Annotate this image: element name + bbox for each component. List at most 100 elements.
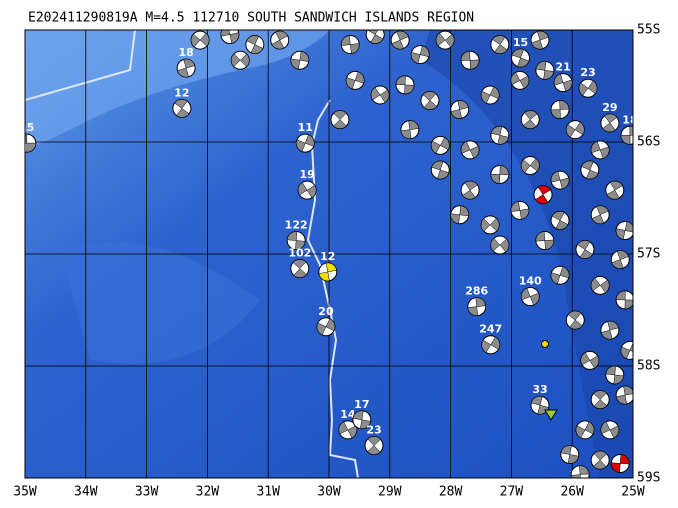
mechanism-lobe — [190, 33, 201, 48]
focal-mechanism — [435, 30, 455, 50]
focal-mechanism — [430, 135, 450, 155]
x-tick-label: 26W — [560, 485, 584, 500]
map-frame — [24, 29, 634, 479]
x-tick-label: 30W — [317, 485, 341, 500]
mechanism-lobe — [174, 99, 188, 109]
depth-label: 18 — [622, 113, 637, 126]
mechanism-lobe — [593, 390, 607, 400]
focal-mechanism — [550, 265, 570, 285]
mechanism-lobe — [469, 145, 480, 159]
mechanism-lobe — [591, 214, 605, 225]
mechanism-lobe — [230, 53, 241, 67]
mechanism-lobe — [296, 139, 306, 152]
depth-label: 17 — [354, 398, 369, 411]
depth-label: 14 — [340, 408, 356, 421]
focal-mechanism — [430, 160, 450, 180]
focal-mechanism — [176, 58, 196, 78]
mechanism-lobe — [559, 177, 570, 190]
depth-label: 12 — [174, 86, 189, 99]
focal-mechanism — [490, 164, 510, 184]
mechanism-lobe — [292, 259, 307, 269]
x-tick-label: 35W — [13, 485, 37, 500]
mechanism-lobe — [480, 218, 491, 232]
mechanism-lobe — [616, 250, 630, 260]
focal-mechanism — [535, 60, 555, 80]
focal-mechanism — [570, 465, 590, 478]
mechanism-lobe — [450, 109, 463, 119]
focal-mechanism — [420, 91, 440, 111]
mechanism-lobe — [299, 51, 310, 62]
mechanism-lobe — [620, 346, 631, 359]
focal-mechanism — [220, 30, 240, 44]
mechanism-lobe — [523, 119, 537, 129]
mechanism-lobe — [469, 59, 480, 70]
focal-mechanism — [605, 365, 625, 385]
mechanism-lobe — [521, 159, 531, 173]
mechanism-lobe — [306, 185, 317, 199]
focal-mechanism — [580, 160, 600, 180]
mechanism-lobe — [333, 110, 347, 120]
focal-mechanism — [590, 450, 610, 470]
mechanism-lobe — [457, 100, 469, 110]
mechanism-lobe — [316, 322, 327, 336]
mechanism-lobe — [359, 419, 371, 429]
mechanism-lobe — [459, 205, 469, 217]
focal-mechanism — [550, 170, 570, 190]
focal-mechanism — [395, 75, 415, 95]
mechanism-lobe — [391, 39, 404, 50]
mechanism-lobe — [325, 318, 336, 332]
epicenter-dot — [541, 340, 549, 348]
focal-mechanism — [345, 70, 365, 90]
mechanism-lobe — [494, 44, 508, 54]
focal-mechanism — [230, 50, 250, 70]
focal-mechanism — [520, 110, 540, 130]
mechanism-lobe — [370, 87, 381, 101]
focal-mechanism — [511, 48, 531, 68]
focal-mechanism — [370, 85, 390, 105]
mechanism-lobe — [345, 77, 356, 90]
focal-mechanism — [520, 287, 540, 307]
focal-mechanism — [290, 50, 310, 70]
focal-mechanism — [590, 140, 610, 160]
mechanism-lobe — [290, 58, 301, 70]
mechanism-lobe — [575, 425, 586, 439]
mechanism-lobe — [555, 220, 569, 230]
mechanism-lobe — [536, 30, 549, 41]
focal-mechanism — [467, 297, 487, 317]
mechanism-lobe — [544, 239, 555, 250]
focal-mechanism — [530, 30, 550, 50]
focal-mechanism — [286, 231, 306, 251]
mechanism-lobe — [599, 279, 610, 293]
mechanism-lobe — [293, 268, 307, 278]
depth-label: 19 — [299, 168, 314, 181]
focal-mechanism — [190, 30, 210, 50]
mechanism-lobe — [370, 34, 384, 44]
depth-label: 20 — [318, 305, 334, 318]
mechanism-lobe — [460, 141, 471, 154]
focal-mechanism — [460, 50, 480, 70]
mechanism-lobe — [590, 141, 601, 154]
focal-mechanism — [590, 275, 610, 295]
depth-label: 21 — [555, 61, 570, 74]
mechanism-lobe — [304, 134, 315, 147]
mechanism-lobe — [396, 30, 409, 41]
depth-label: 33 — [532, 383, 547, 396]
focal-mechanism — [565, 120, 585, 140]
mechanism-lobe — [615, 228, 626, 240]
focal-mechanism — [330, 110, 350, 130]
focal-mechanism — [270, 30, 290, 50]
mechanism-lobe — [246, 35, 259, 45]
mechanism-lobe — [489, 218, 500, 232]
focal-mechanism — [605, 180, 625, 200]
focal-mechanism — [610, 453, 630, 473]
y-tick-label: 57S — [637, 247, 660, 262]
mechanism-lobe — [619, 454, 630, 465]
mechanism-lobe — [615, 290, 626, 301]
mechanism-lobe — [600, 421, 611, 435]
mechanism-lobe — [183, 58, 196, 69]
focal-mechanism — [580, 350, 600, 370]
mechanism-lobe — [379, 89, 390, 103]
mechanism-lobe — [325, 262, 337, 273]
focal-mechanism — [565, 310, 585, 330]
mechanism-lobe — [510, 201, 521, 213]
